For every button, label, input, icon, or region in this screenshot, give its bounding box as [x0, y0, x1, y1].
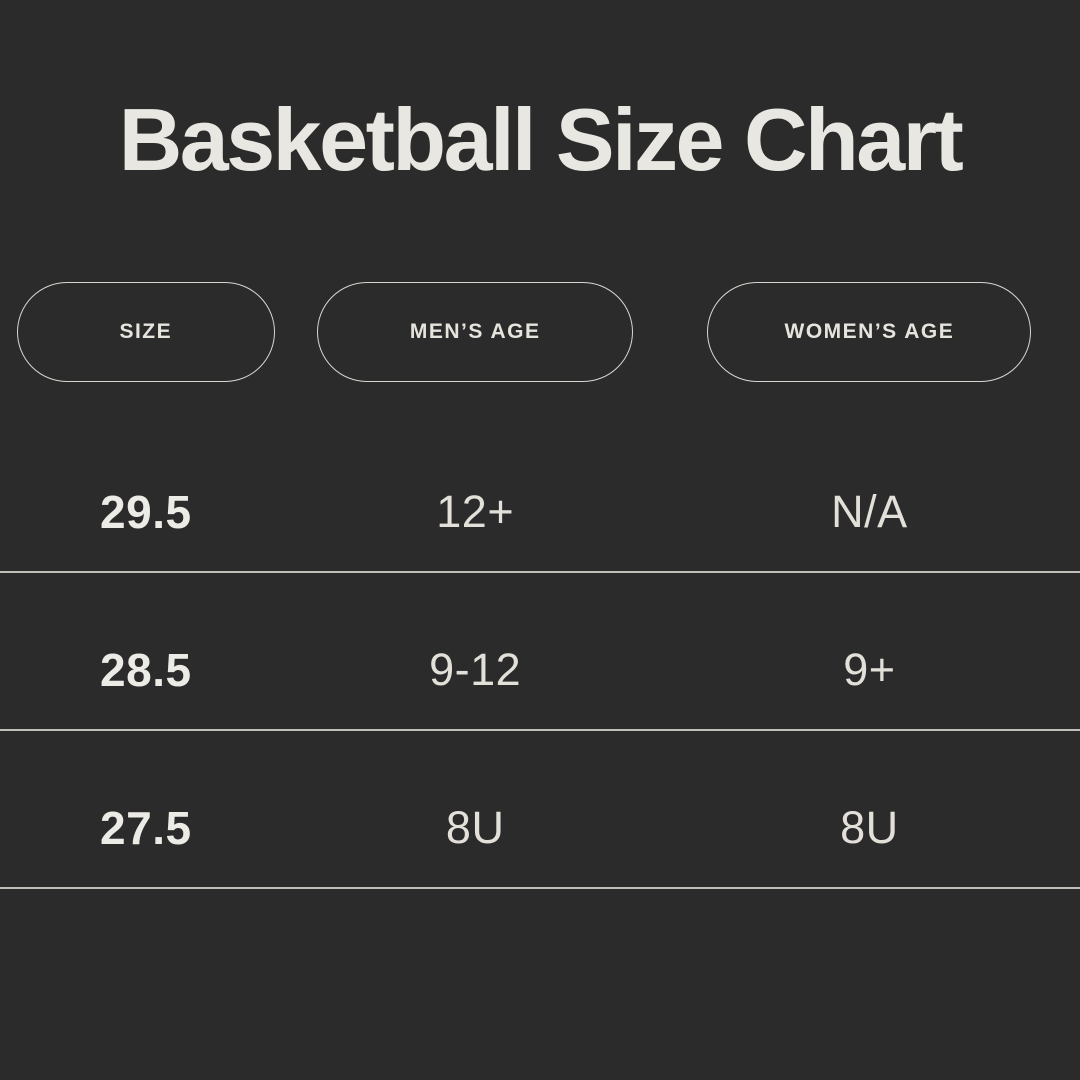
- cell-womens-age: 9+: [843, 644, 896, 695]
- table-row: 29.5 12+ N/A: [0, 415, 1080, 573]
- table-row: 27.5 8U 8U: [0, 731, 1080, 889]
- cell-size: 27.5: [100, 802, 192, 854]
- column-header-label-size: SIZE: [119, 320, 173, 343]
- cell-mens-age: 8U: [445, 802, 505, 853]
- column-header-pill-womens-age: WOMEN’S AGE: [707, 282, 1032, 382]
- column-header-label-womens-age: WOMEN’S AGE: [784, 320, 955, 343]
- column-header-pill-mens-age: MEN’S AGE: [317, 282, 634, 382]
- table-header-row: SIZE MEN’S AGE WOMEN’S AGE: [0, 282, 1080, 382]
- size-table: 29.5 12+ N/A 28.5 9-12 9+ 27.5 8U 8U: [0, 415, 1080, 889]
- cell-mens-age: 9-12: [429, 644, 522, 695]
- cell-size: 28.5: [100, 644, 192, 696]
- table-row: 28.5 9-12 9+: [0, 573, 1080, 731]
- cell-womens-age: N/A: [831, 486, 908, 537]
- cell-size: 29.5: [100, 486, 192, 538]
- page-title: Basketball Size Chart: [118, 90, 964, 189]
- cell-mens-age: 12+: [436, 486, 515, 537]
- cell-womens-age: 8U: [840, 802, 899, 853]
- column-header-pill-size: SIZE: [16, 282, 275, 382]
- column-header-label-mens-age: MEN’S AGE: [409, 320, 541, 343]
